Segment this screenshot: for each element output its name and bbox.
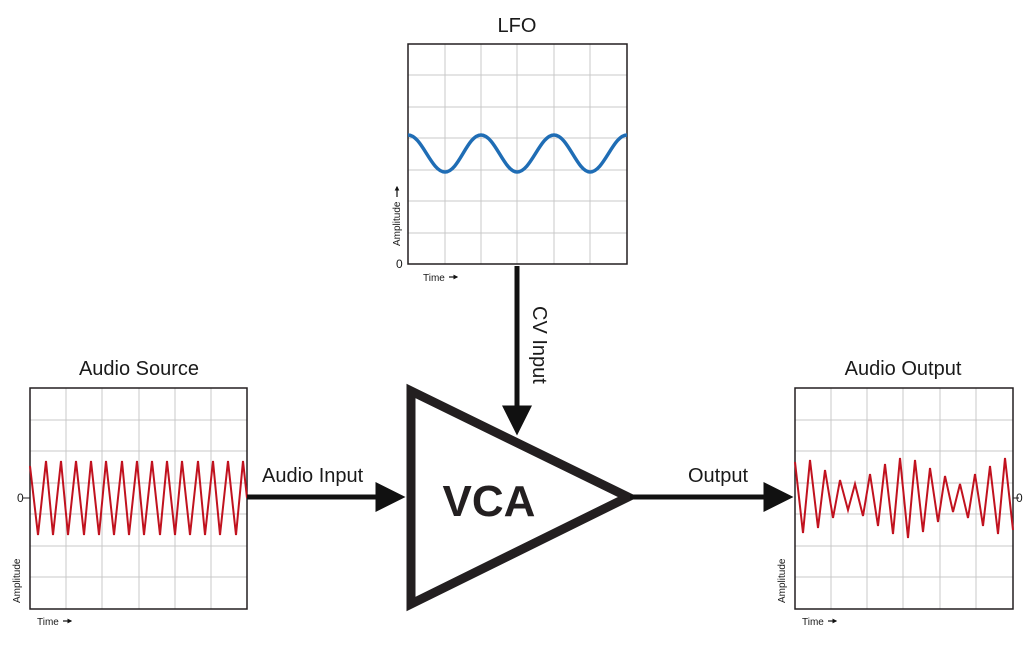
lfo-grid: [408, 44, 627, 264]
audio-output-wave: [794, 457, 1014, 539]
audio-source-wave: [29, 460, 248, 536]
output-label: Output: [688, 465, 748, 487]
lfo-y-axis-label: Amplitude: [392, 201, 403, 246]
lfo-y-axis: Amplitude: [392, 185, 403, 246]
output-connection: Output: [630, 465, 794, 512]
audio-source-y-axis-label: Amplitude: [12, 558, 23, 603]
cv-input-label: CV Input: [528, 306, 550, 384]
audio-output-panel: Audio Output 0 Amplitude Time: [777, 358, 1023, 628]
audio-output-zero-label: 0: [1016, 491, 1023, 505]
audio-source-grid: [30, 388, 247, 609]
audio-source-title: Audio Source: [79, 358, 199, 380]
audio-source-x-axis-label: Time: [37, 617, 59, 628]
lfo-title: LFO: [498, 15, 537, 37]
lfo-zero-label: 0: [396, 257, 403, 271]
audio-source-x-axis: Time: [37, 617, 73, 628]
lfo-frame: [407, 43, 628, 265]
audio-input-connection: Audio Input: [247, 465, 406, 512]
lfo-panel: LFO 0 Amplitude Time: [392, 15, 628, 284]
lfo-sine-wave: [407, 133, 628, 174]
lfo-x-axis: Time: [423, 273, 459, 284]
audio-source-panel: Audio Source 0 Amplitude Time: [12, 358, 248, 628]
audio-output-x-axis-label: Time: [802, 617, 824, 628]
vca-block: VCA: [406, 383, 639, 612]
audio-output-title: Audio Output: [845, 358, 962, 380]
vca-label: VCA: [443, 477, 536, 526]
vca-triangle-icon: [406, 383, 639, 612]
audio-output-y-axis-label: Amplitude: [777, 558, 788, 603]
audio-source-zero-label: 0: [17, 491, 24, 505]
cv-input-connection: CV Input: [502, 266, 550, 436]
audio-output-x-axis: Time: [802, 617, 838, 628]
audio-input-label: Audio Input: [262, 465, 364, 487]
lfo-x-axis-label: Time: [423, 273, 445, 284]
